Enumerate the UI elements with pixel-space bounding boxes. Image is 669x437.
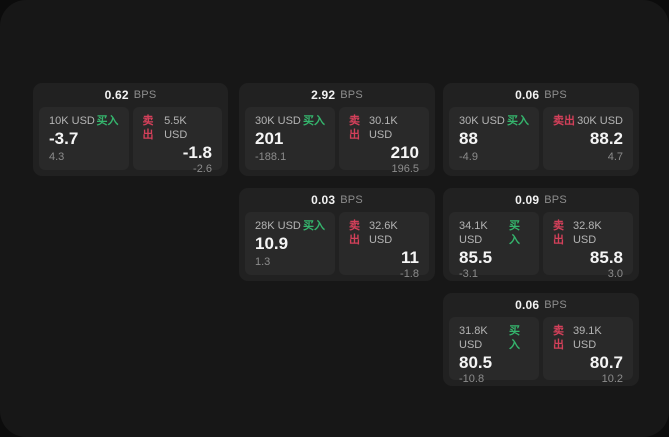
quote-card: 0.03 BPS 28K USD 买入 10.9 1.3 卖出 32.6K US… xyxy=(239,188,435,281)
buy-amount: 31.8K USD xyxy=(459,325,488,351)
bps-value: 0.09 xyxy=(515,193,540,207)
sell-amount: 32.6K USD xyxy=(368,220,398,246)
buy-label: 买入 xyxy=(507,115,529,127)
sell-price: 80.7 xyxy=(589,353,623,372)
bps-value: 0.06 xyxy=(515,298,540,312)
quote-card: 0.09 BPS 34.1K USD 买入 85.5 -3.1 卖出 32.8K… xyxy=(443,188,639,281)
sell-amount: 39.1K USD xyxy=(572,325,602,351)
sell-delta: 196.5 xyxy=(391,163,419,175)
sell-panel[interactable]: 卖出 30.1K USD 210 196.5 xyxy=(339,107,429,175)
bps-header: 0.62 BPS xyxy=(39,83,222,107)
sell-delta: 4.7 xyxy=(607,151,623,163)
buy-delta: -3.1 xyxy=(459,268,478,280)
buy-amount: 30K USD xyxy=(459,115,505,127)
buy-price: -3.7 xyxy=(49,129,79,148)
sell-panel[interactable]: 卖出 32.8K USD 85.8 3.0 xyxy=(543,212,633,280)
sell-price: -1.8 xyxy=(182,143,212,162)
sell-amount: 30K USD xyxy=(577,115,623,127)
buy-price: 80.5 xyxy=(459,353,493,372)
bps-unit-label: BPS xyxy=(544,89,567,101)
buy-amount: 34.1K USD xyxy=(459,220,488,246)
bps-value: 0.03 xyxy=(311,193,336,207)
sell-label: 卖出 xyxy=(553,220,564,246)
sell-price: 11 xyxy=(401,248,419,267)
buy-delta: 4.3 xyxy=(49,151,65,163)
buy-amount: 28K USD xyxy=(255,220,301,232)
sell-amount: 30.1K USD xyxy=(368,115,398,141)
bps-unit-label: BPS xyxy=(340,89,363,101)
sell-price: 85.8 xyxy=(589,248,623,267)
sell-price: 88.2 xyxy=(589,129,623,148)
quote-card: 0.06 BPS 30K USD 买入 88 -4.9 卖出 30K USD 8… xyxy=(443,83,639,176)
bps-unit-label: BPS xyxy=(133,89,157,101)
buy-label: 买入 xyxy=(303,220,325,232)
bps-unit-label: BPS xyxy=(340,194,363,206)
bps-header: 0.09 BPS xyxy=(449,188,633,212)
sell-label: 卖出 xyxy=(349,220,360,246)
sell-amount: 32.8K USD xyxy=(572,220,602,246)
sell-panel[interactable]: 卖出 39.1K USD 80.7 10.2 xyxy=(543,317,633,385)
sell-amount: 5.5K USD xyxy=(164,115,188,141)
buy-delta: -188.1 xyxy=(255,151,287,163)
buy-price: 201 xyxy=(255,129,284,148)
sell-delta: 10.2 xyxy=(601,373,623,385)
buy-delta: 1.3 xyxy=(255,256,271,268)
buy-price: 10.9 xyxy=(255,234,289,253)
bps-unit-label: BPS xyxy=(544,299,567,311)
buy-panel[interactable]: 34.1K USD 买入 85.5 -3.1 xyxy=(449,212,539,280)
bps-value: 2.92 xyxy=(311,88,336,102)
bps-header: 0.06 BPS xyxy=(449,83,633,107)
buy-panel[interactable]: 28K USD 买入 10.9 1.3 xyxy=(245,212,335,275)
quote-card: 0.62 BPS 10K USD 买入 -3.7 4.3 卖出 5.5K USD… xyxy=(33,83,228,176)
bps-value: 0.06 xyxy=(515,88,540,102)
buy-delta: -10.8 xyxy=(459,373,485,385)
sell-delta: -1.8 xyxy=(400,268,419,280)
buy-price: 88 xyxy=(459,129,478,148)
sell-panel[interactable]: 卖出 30K USD 88.2 4.7 xyxy=(543,107,633,170)
buy-delta: -4.9 xyxy=(459,151,478,163)
buy-label: 买入 xyxy=(509,220,521,246)
bps-value: 0.62 xyxy=(104,88,129,102)
buy-label: 买入 xyxy=(96,115,119,127)
buy-label: 买入 xyxy=(303,115,325,127)
quote-card: 0.06 BPS 31.8K USD 买入 80.5 -10.8 卖出 39.1… xyxy=(443,293,639,386)
sell-label: 卖出 xyxy=(553,115,575,127)
bps-header: 0.03 BPS xyxy=(245,188,429,212)
sell-label: 卖出 xyxy=(142,115,154,141)
quote-card: 2.92 BPS 30K USD 买入 201 -188.1 卖出 30.1K … xyxy=(239,83,435,176)
sell-delta: -2.6 xyxy=(193,163,212,175)
sell-panel[interactable]: 卖出 5.5K USD -1.8 -2.6 xyxy=(132,107,222,175)
buy-amount: 10K USD xyxy=(49,115,95,127)
buy-panel[interactable]: 30K USD 买入 201 -188.1 xyxy=(245,107,335,170)
buy-panel[interactable]: 30K USD 买入 88 -4.9 xyxy=(449,107,539,170)
sell-panel[interactable]: 卖出 32.6K USD 11 -1.8 xyxy=(339,212,429,280)
buy-label: 买入 xyxy=(509,325,521,351)
buy-panel[interactable]: 31.8K USD 买入 80.5 -10.8 xyxy=(449,317,539,385)
bps-header: 0.06 BPS xyxy=(449,293,633,317)
buy-panel[interactable]: 10K USD 买入 -3.7 4.3 xyxy=(39,107,129,170)
sell-price: 210 xyxy=(390,143,419,162)
bps-unit-label: BPS xyxy=(544,194,567,206)
bps-header: 2.92 BPS xyxy=(245,83,429,107)
sell-label: 卖出 xyxy=(553,325,564,351)
sell-delta: 3.0 xyxy=(607,268,623,280)
sell-label: 卖出 xyxy=(349,115,360,141)
buy-price: 85.5 xyxy=(459,248,493,267)
buy-amount: 30K USD xyxy=(255,115,301,127)
